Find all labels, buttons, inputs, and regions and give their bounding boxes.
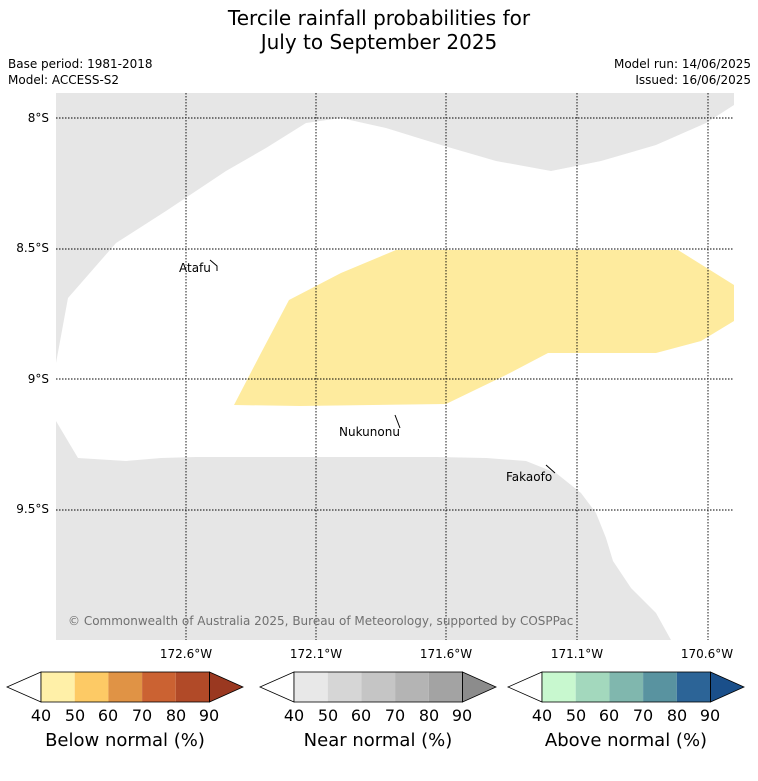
- cbar-below-extend-high: [209, 671, 244, 703]
- lat-label-9-5: 9.5°S: [16, 502, 49, 516]
- cbar-above-extend-high: [710, 671, 745, 703]
- cbar-above-tick: 80: [666, 706, 688, 725]
- atoll-markers: [209, 259, 556, 474]
- cbar-near-60-70: [361, 672, 396, 702]
- cbar-above-title: Above normal (%): [544, 730, 708, 751]
- cbar-near-extend-low: [259, 671, 295, 703]
- cbar-below-40-50: [41, 672, 75, 702]
- cbar-below-tick: 40: [30, 706, 52, 725]
- cbar-near-tick: 80: [418, 706, 440, 725]
- cbar-near-80-90: [428, 672, 463, 702]
- grid-lines: [56, 93, 734, 640]
- cbar-below-tick: 60: [97, 706, 119, 725]
- map-area: [56, 93, 734, 640]
- lat-label-8-5: 8.5°S: [16, 241, 49, 255]
- cbar-above-50-60: [575, 672, 610, 702]
- cbar-above-70-80: [643, 672, 677, 702]
- lon-label-171-6: 171.6°W: [419, 647, 473, 661]
- colorbar-below-normal: [6, 671, 244, 703]
- map-title: Tercile rainfall probabilities for July …: [0, 6, 758, 54]
- lon-label-172-6: 172.6°W: [159, 647, 213, 661]
- cbar-above-60-70: [609, 672, 644, 702]
- cbar-above-extend-low: [507, 671, 543, 703]
- cbar-near-50-60: [327, 672, 362, 702]
- place-atafu: Atafu: [179, 261, 211, 275]
- cbar-near-40-50: [294, 672, 328, 702]
- place-fakaofo: Fakaofo: [506, 470, 553, 484]
- lon-label-172-1: 172.1°W: [289, 647, 343, 661]
- cbar-near-tick: 90: [451, 706, 473, 725]
- cbar-below-70-80: [142, 672, 176, 702]
- cbar-below-title: Below normal (%): [45, 730, 205, 751]
- model-name: Model: ACCESS-S2: [8, 73, 120, 87]
- fakaofo-marker: [545, 464, 556, 474]
- cbar-above-40-50: [542, 672, 576, 702]
- cbar-near-tick: 40: [283, 706, 305, 725]
- cbar-near-extend-high: [462, 671, 497, 703]
- meta-right: Model run: 14/06/2025 Issued: 16/06/2025: [614, 56, 751, 88]
- base-period: Base period: 1981-2018: [8, 57, 153, 71]
- cbar-near-tick: 70: [384, 706, 406, 725]
- map-svg: [56, 93, 734, 640]
- issued-date: Issued: 16/06/2025: [635, 73, 751, 87]
- cbar-near-title: Near normal (%): [303, 730, 453, 751]
- place-nukunonu: Nukunonu: [339, 425, 400, 439]
- colorbar-above-normal: [507, 671, 745, 703]
- colorbar-near-normal: [259, 671, 497, 703]
- model-run: Model run: 14/06/2025: [613, 57, 751, 71]
- cbar-below-extend-low: [6, 671, 42, 703]
- cbar-above-tick: 70: [632, 706, 654, 725]
- cbar-below-50-60: [74, 672, 109, 702]
- lon-label-170-6: 170.6°W: [680, 647, 734, 661]
- lat-label-8: 8°S: [27, 111, 49, 125]
- title-line-1: Tercile rainfall probabilities for: [227, 6, 531, 30]
- atafu-marker: [209, 259, 218, 271]
- near-normal-region-top: [56, 93, 734, 363]
- cbar-above-80-90: [676, 672, 711, 702]
- cbar-below-tick: 80: [165, 706, 187, 725]
- nukunonu-marker: [394, 414, 401, 429]
- cbar-above-tick: 40: [531, 706, 553, 725]
- meta-left: Base period: 1981-2018 Model: ACCESS-S2: [8, 56, 153, 88]
- cbar-below-60-70: [108, 672, 143, 702]
- cbar-below-tick: 70: [131, 706, 153, 725]
- cbar-below-80-90: [175, 672, 210, 702]
- cbar-below-tick: 50: [64, 706, 86, 725]
- lat-label-9: 9°S: [27, 372, 49, 386]
- cbar-above-tick: 50: [565, 706, 587, 725]
- cbar-above-tick: 60: [598, 706, 620, 725]
- near-normal-region-bottom: [56, 421, 671, 640]
- title-line-2: July to September 2025: [260, 30, 498, 54]
- lon-label-171-1: 171.1°W: [550, 647, 604, 661]
- copyright-notice: © Commonwealth of Australia 2025, Bureau…: [68, 614, 574, 628]
- cbar-near-70-80: [395, 672, 429, 702]
- cbar-below-tick: 90: [198, 706, 220, 725]
- cbar-above-tick: 90: [699, 706, 721, 725]
- cbar-near-tick: 50: [317, 706, 339, 725]
- cbar-near-tick: 60: [350, 706, 372, 725]
- below-normal-region: [234, 250, 734, 406]
